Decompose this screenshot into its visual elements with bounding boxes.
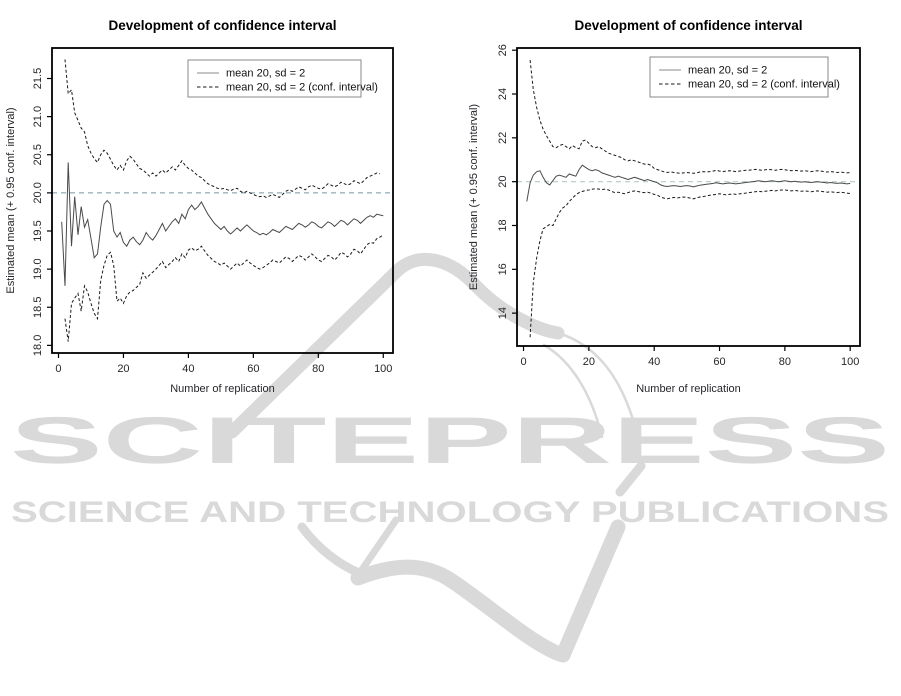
x-tick-label: 40: [182, 363, 194, 375]
y-tick-label: 19.5: [32, 220, 44, 241]
legend: mean 20, sd = 2 mean 20, sd = 2 (conf. in…: [187, 59, 378, 98]
legend-label: mean 20, sd = 2 (conf. interval): [226, 82, 378, 94]
legend: mean 20, sd = 2 mean 20, sd = 2 (conf. in…: [649, 56, 840, 98]
y-axis-label: Estimated mean (+ 0.95 conf. interval): [468, 104, 480, 290]
x-tick-label: 60: [247, 363, 259, 375]
legend-label: mean 20, sd = 2 (conf. interval): [688, 79, 840, 91]
x-tick-label: 100: [841, 356, 859, 368]
plot-border: [51, 47, 394, 354]
y-tick-label: 14: [497, 307, 509, 319]
y-tick-label: 21.0: [32, 106, 44, 127]
watermark-brand: SCITEPRESS: [10, 403, 890, 477]
plot-border: [516, 47, 861, 347]
watermark-tagline: SCIENCE AND TECHNOLOGY PUBLICATIONS: [11, 496, 889, 529]
x-tick-label: 80: [312, 363, 324, 375]
x-tick-label: 20: [117, 363, 129, 375]
x-tick-label: 40: [648, 356, 660, 368]
x-axis: 0 20 40 60 80 100 Number of replication: [55, 353, 392, 395]
x-tick-label: 100: [374, 363, 392, 375]
x-tick-label: 20: [583, 356, 595, 368]
chart-title: Development of confidence interval: [108, 18, 336, 33]
watermark-check: [350, 519, 626, 663]
watermark-check-tip: [615, 461, 646, 497]
watermark-swoosh: [225, 252, 565, 439]
watermark-arrowhead-curve: [297, 522, 364, 578]
y-axis-label: Estimated mean (+ 0.95 conf. interval): [5, 107, 17, 293]
series-mean: [526, 164, 851, 202]
y-tick-label: 18.0: [32, 335, 44, 356]
legend-box: [649, 56, 829, 98]
series-upper-ci: [64, 59, 381, 198]
watermark-petal-outer: [556, 331, 638, 432]
legend-label: mean 20, sd = 2: [688, 65, 767, 77]
y-tick-label: 20: [497, 176, 509, 188]
y-tick-label: 22: [497, 132, 509, 144]
charts-canvas: Development of confidence interval 0 20 40 6…: [5, 18, 861, 395]
y-tick-label: 18: [497, 219, 509, 231]
x-axis: 0 20 40 60 80 100 Number of replication: [520, 346, 859, 395]
y-tick-label: 20.5: [32, 144, 44, 165]
series-upper-ci: [529, 60, 851, 174]
y-tick-label: 26: [497, 44, 509, 56]
legend-box: [187, 59, 362, 98]
x-tick-label: 80: [779, 356, 791, 368]
y-tick-label: 18.5: [32, 297, 44, 318]
watermark-petal-inner: [542, 343, 604, 439]
y-tick-label: 24: [497, 88, 509, 100]
x-tick-label: 0: [520, 356, 526, 368]
x-axis-label: Number of replication: [170, 383, 275, 395]
right-chart: Development of confidence interval 0 20 40 6…: [468, 18, 861, 395]
watermark-arrowhead-slash: [355, 516, 400, 578]
chart-title: Development of confidence interval: [574, 18, 802, 33]
y-axis: 14 16 18 20 22 24 26 Estimated mean (+ 0.95 con…: [468, 44, 517, 319]
series-lower-ci: [64, 234, 384, 342]
y-tick-label: 21.5: [32, 68, 44, 89]
y-tick-label: 19.0: [32, 258, 44, 279]
left-chart: Development of confidence interval 0 20 40 6…: [5, 18, 394, 395]
series-lower-ci: [529, 188, 851, 338]
series-mean: [61, 162, 384, 286]
legend-label: mean 20, sd = 2: [226, 68, 305, 80]
y-axis: 18.0 18.5 19.0 19.5 20.0 20.5 21.0 21.5 Estimate…: [5, 68, 52, 356]
x-tick-label: 0: [55, 363, 61, 375]
x-tick-label: 60: [713, 356, 725, 368]
y-tick-label: 16: [497, 263, 509, 275]
y-tick-label: 20.0: [32, 182, 44, 203]
x-axis-label: Number of replication: [636, 383, 741, 395]
